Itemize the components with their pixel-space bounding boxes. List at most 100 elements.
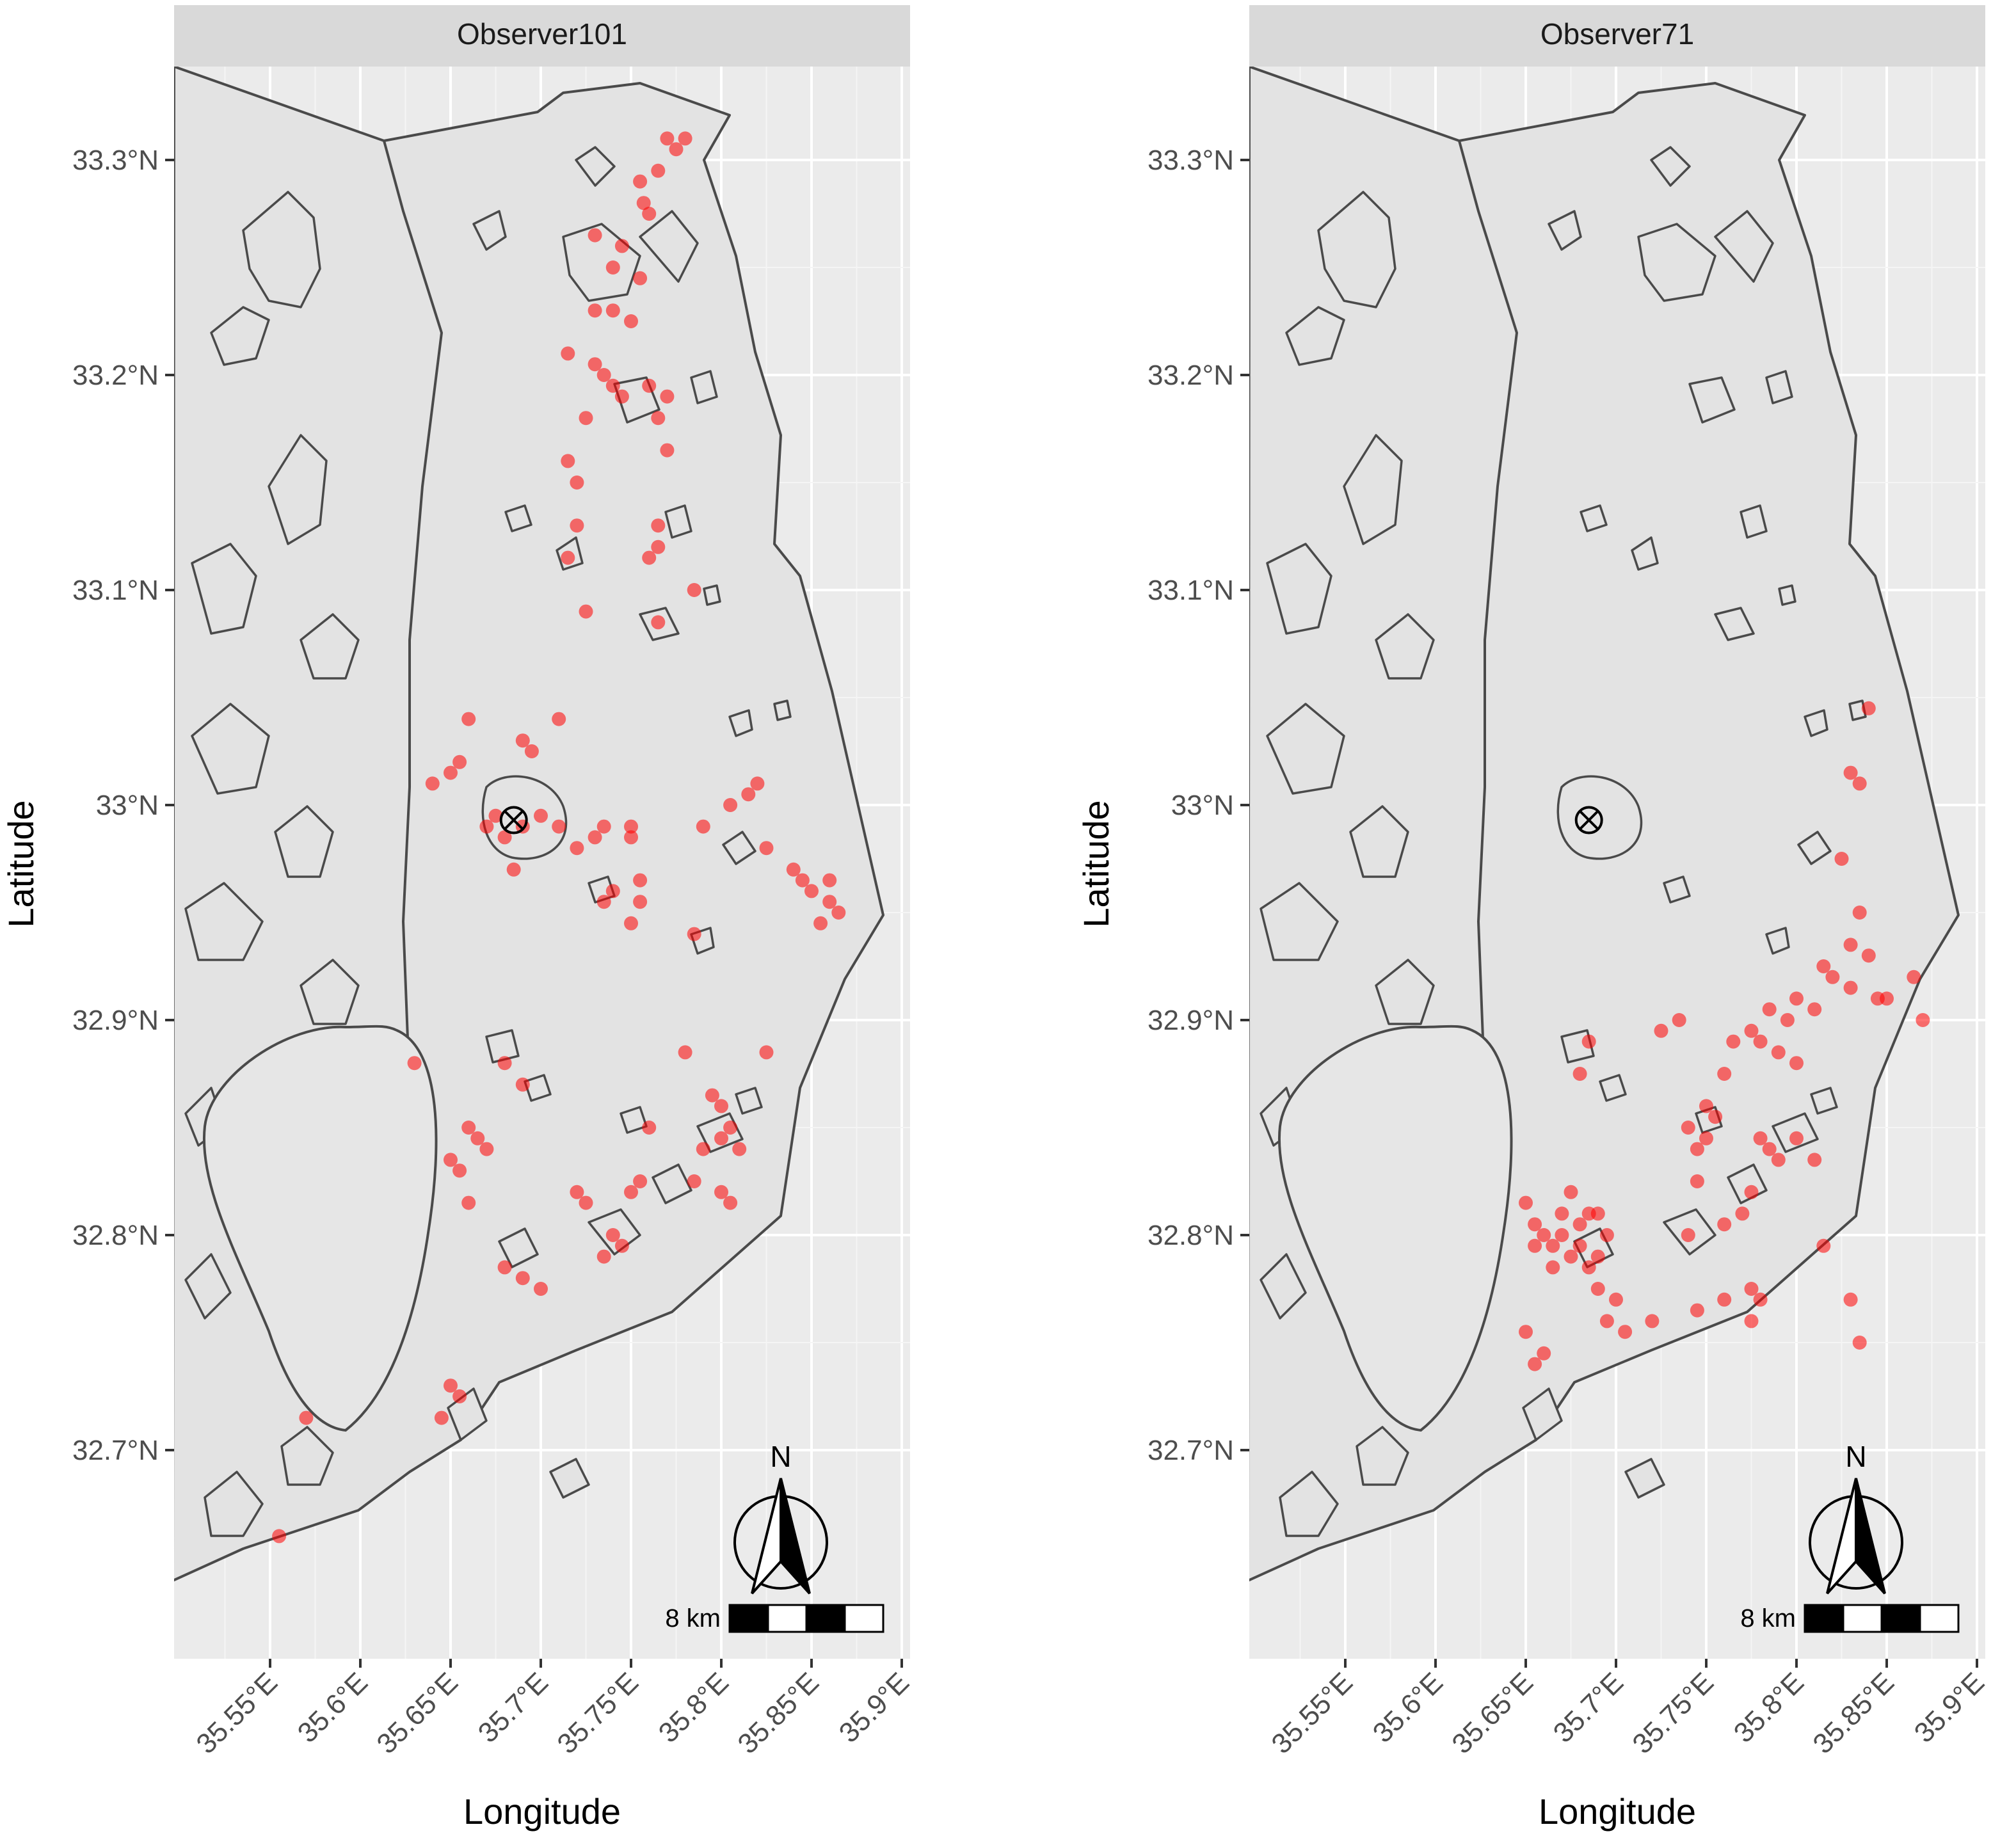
region-polygon bbox=[280, 1426, 334, 1486]
x-tick-label: 35.6°E bbox=[292, 1666, 374, 1748]
settlement-polygon bbox=[472, 210, 507, 251]
observation-point bbox=[723, 798, 738, 812]
observation-point bbox=[624, 916, 638, 930]
settlement-polygon bbox=[498, 1227, 539, 1268]
settlement-polygon bbox=[1804, 709, 1828, 737]
observation-point bbox=[651, 518, 666, 533]
region-polygon bbox=[242, 191, 321, 308]
north-arrow-icon: N bbox=[1809, 1440, 1903, 1595]
y-tick-label: 33.1°N bbox=[72, 575, 159, 606]
region-polygon bbox=[1349, 805, 1409, 878]
observation-point bbox=[1537, 1346, 1551, 1361]
observation-point bbox=[1690, 1142, 1704, 1156]
observation-point bbox=[813, 916, 828, 930]
observation-point bbox=[1690, 1174, 1704, 1188]
region-polygon bbox=[1375, 613, 1435, 680]
observation-point bbox=[1590, 1206, 1605, 1221]
region-polygon bbox=[1285, 306, 1345, 366]
observation-point bbox=[1735, 1206, 1750, 1221]
observation-point bbox=[452, 754, 467, 769]
observation-point bbox=[1816, 1238, 1831, 1253]
observation-point bbox=[651, 411, 666, 426]
x-axis-title: Longitude bbox=[1539, 1791, 1696, 1832]
observation-point bbox=[1852, 776, 1867, 791]
observation-point bbox=[651, 163, 666, 178]
observation-point bbox=[1699, 1099, 1713, 1114]
observation-point bbox=[561, 346, 575, 361]
observation-point bbox=[1519, 1325, 1533, 1339]
x-tick-label: 35.55°E bbox=[190, 1666, 284, 1760]
observation-point bbox=[614, 239, 629, 253]
scale-label: 8 km bbox=[665, 1604, 721, 1632]
observation-point bbox=[515, 1271, 530, 1286]
observation-point bbox=[1771, 1153, 1786, 1167]
x-tick-label: 35.75°E bbox=[1626, 1666, 1720, 1760]
settlement-polygon bbox=[1810, 1087, 1838, 1115]
observation-point bbox=[1744, 1185, 1759, 1199]
y-axis-ticks: 33.3°N 33.2°N 33.1°N 33°N 32.9°N 32.8°N 32.7°N bbox=[1148, 145, 1249, 1466]
x-tick-label: 35.8°E bbox=[653, 1666, 735, 1748]
settlement-polygon bbox=[504, 504, 532, 532]
y-tick-label: 32.8°N bbox=[72, 1220, 159, 1251]
settlement-polygon bbox=[1714, 607, 1755, 641]
settlement-polygon bbox=[690, 370, 718, 404]
settlement-polygon bbox=[1573, 1227, 1614, 1268]
facet-panel-observer101: Observer101 N 8 km 33.3°N 33.2°N 33.1°N 33°… bbox=[1, 5, 915, 1832]
observation-point bbox=[596, 1249, 611, 1264]
observation-point bbox=[1717, 1217, 1732, 1232]
observation-point bbox=[1599, 1228, 1614, 1242]
observation-point bbox=[1916, 1013, 1930, 1027]
north-arrow-icon: N bbox=[733, 1440, 828, 1595]
observation-point bbox=[1789, 1056, 1804, 1071]
x-axis-ticks: 35.55°E 35.6°E35.65°E 35.7°E35.75°E 35.8°E3… bbox=[1265, 1659, 1990, 1760]
observation-point bbox=[605, 1228, 620, 1242]
observation-point bbox=[669, 142, 684, 157]
observation-point bbox=[434, 1410, 449, 1425]
region-polygon bbox=[300, 959, 360, 1025]
scale-label: 8 km bbox=[1740, 1604, 1796, 1632]
observation-point bbox=[1528, 1357, 1542, 1371]
observation-point bbox=[1572, 1067, 1587, 1081]
y-tick-label: 33.2°N bbox=[72, 360, 159, 391]
settlement-polygon bbox=[1797, 831, 1832, 865]
observation-point bbox=[596, 368, 611, 382]
region-polygon bbox=[549, 1458, 590, 1499]
observation-point bbox=[1546, 1238, 1560, 1253]
x-tick-label: 35.75°E bbox=[551, 1666, 644, 1760]
settlement-polygon bbox=[485, 1029, 520, 1064]
observation-point bbox=[1807, 1002, 1822, 1017]
settlement-polygon bbox=[524, 1074, 552, 1102]
observation-point bbox=[605, 303, 620, 318]
settlement-polygon bbox=[1663, 1208, 1716, 1256]
observation-point bbox=[605, 378, 620, 393]
observation-point bbox=[1564, 1185, 1578, 1199]
observation-point bbox=[696, 819, 710, 834]
observation-point bbox=[660, 131, 675, 146]
y-axis-ticks: 33.3°N 33.2°N 33.1°N 33°N 32.9°N 32.8°N 32.7°N bbox=[72, 145, 174, 1466]
scale-bar: 8 km bbox=[1740, 1604, 1960, 1633]
observation-point bbox=[552, 819, 566, 834]
settlement-polygon bbox=[728, 709, 753, 737]
observation-point bbox=[804, 884, 819, 898]
observation-point bbox=[1789, 1131, 1804, 1146]
observation-point bbox=[1789, 991, 1804, 1006]
y-tick-label: 33.2°N bbox=[1148, 360, 1234, 391]
observation-point bbox=[488, 808, 503, 823]
observation-point bbox=[633, 895, 648, 909]
settlement-polygon bbox=[1688, 376, 1736, 424]
settlement-polygon bbox=[575, 146, 616, 187]
settlement-polygon bbox=[1548, 210, 1582, 251]
settlement-polygon bbox=[1848, 699, 1867, 721]
facet-strip-observer71 bbox=[1249, 5, 1985, 67]
observation-point bbox=[1771, 1045, 1786, 1060]
region-polygon bbox=[1317, 191, 1396, 308]
observation-point bbox=[534, 808, 548, 823]
observation-point bbox=[588, 357, 602, 372]
observation-point bbox=[1618, 1325, 1633, 1339]
settlement-polygon bbox=[1560, 1029, 1595, 1064]
y-tick-label: 33.3°N bbox=[1148, 145, 1234, 176]
observation-point bbox=[651, 615, 666, 630]
observation-point bbox=[596, 895, 611, 909]
settlement-polygon bbox=[773, 699, 792, 721]
observation-point bbox=[605, 884, 620, 898]
